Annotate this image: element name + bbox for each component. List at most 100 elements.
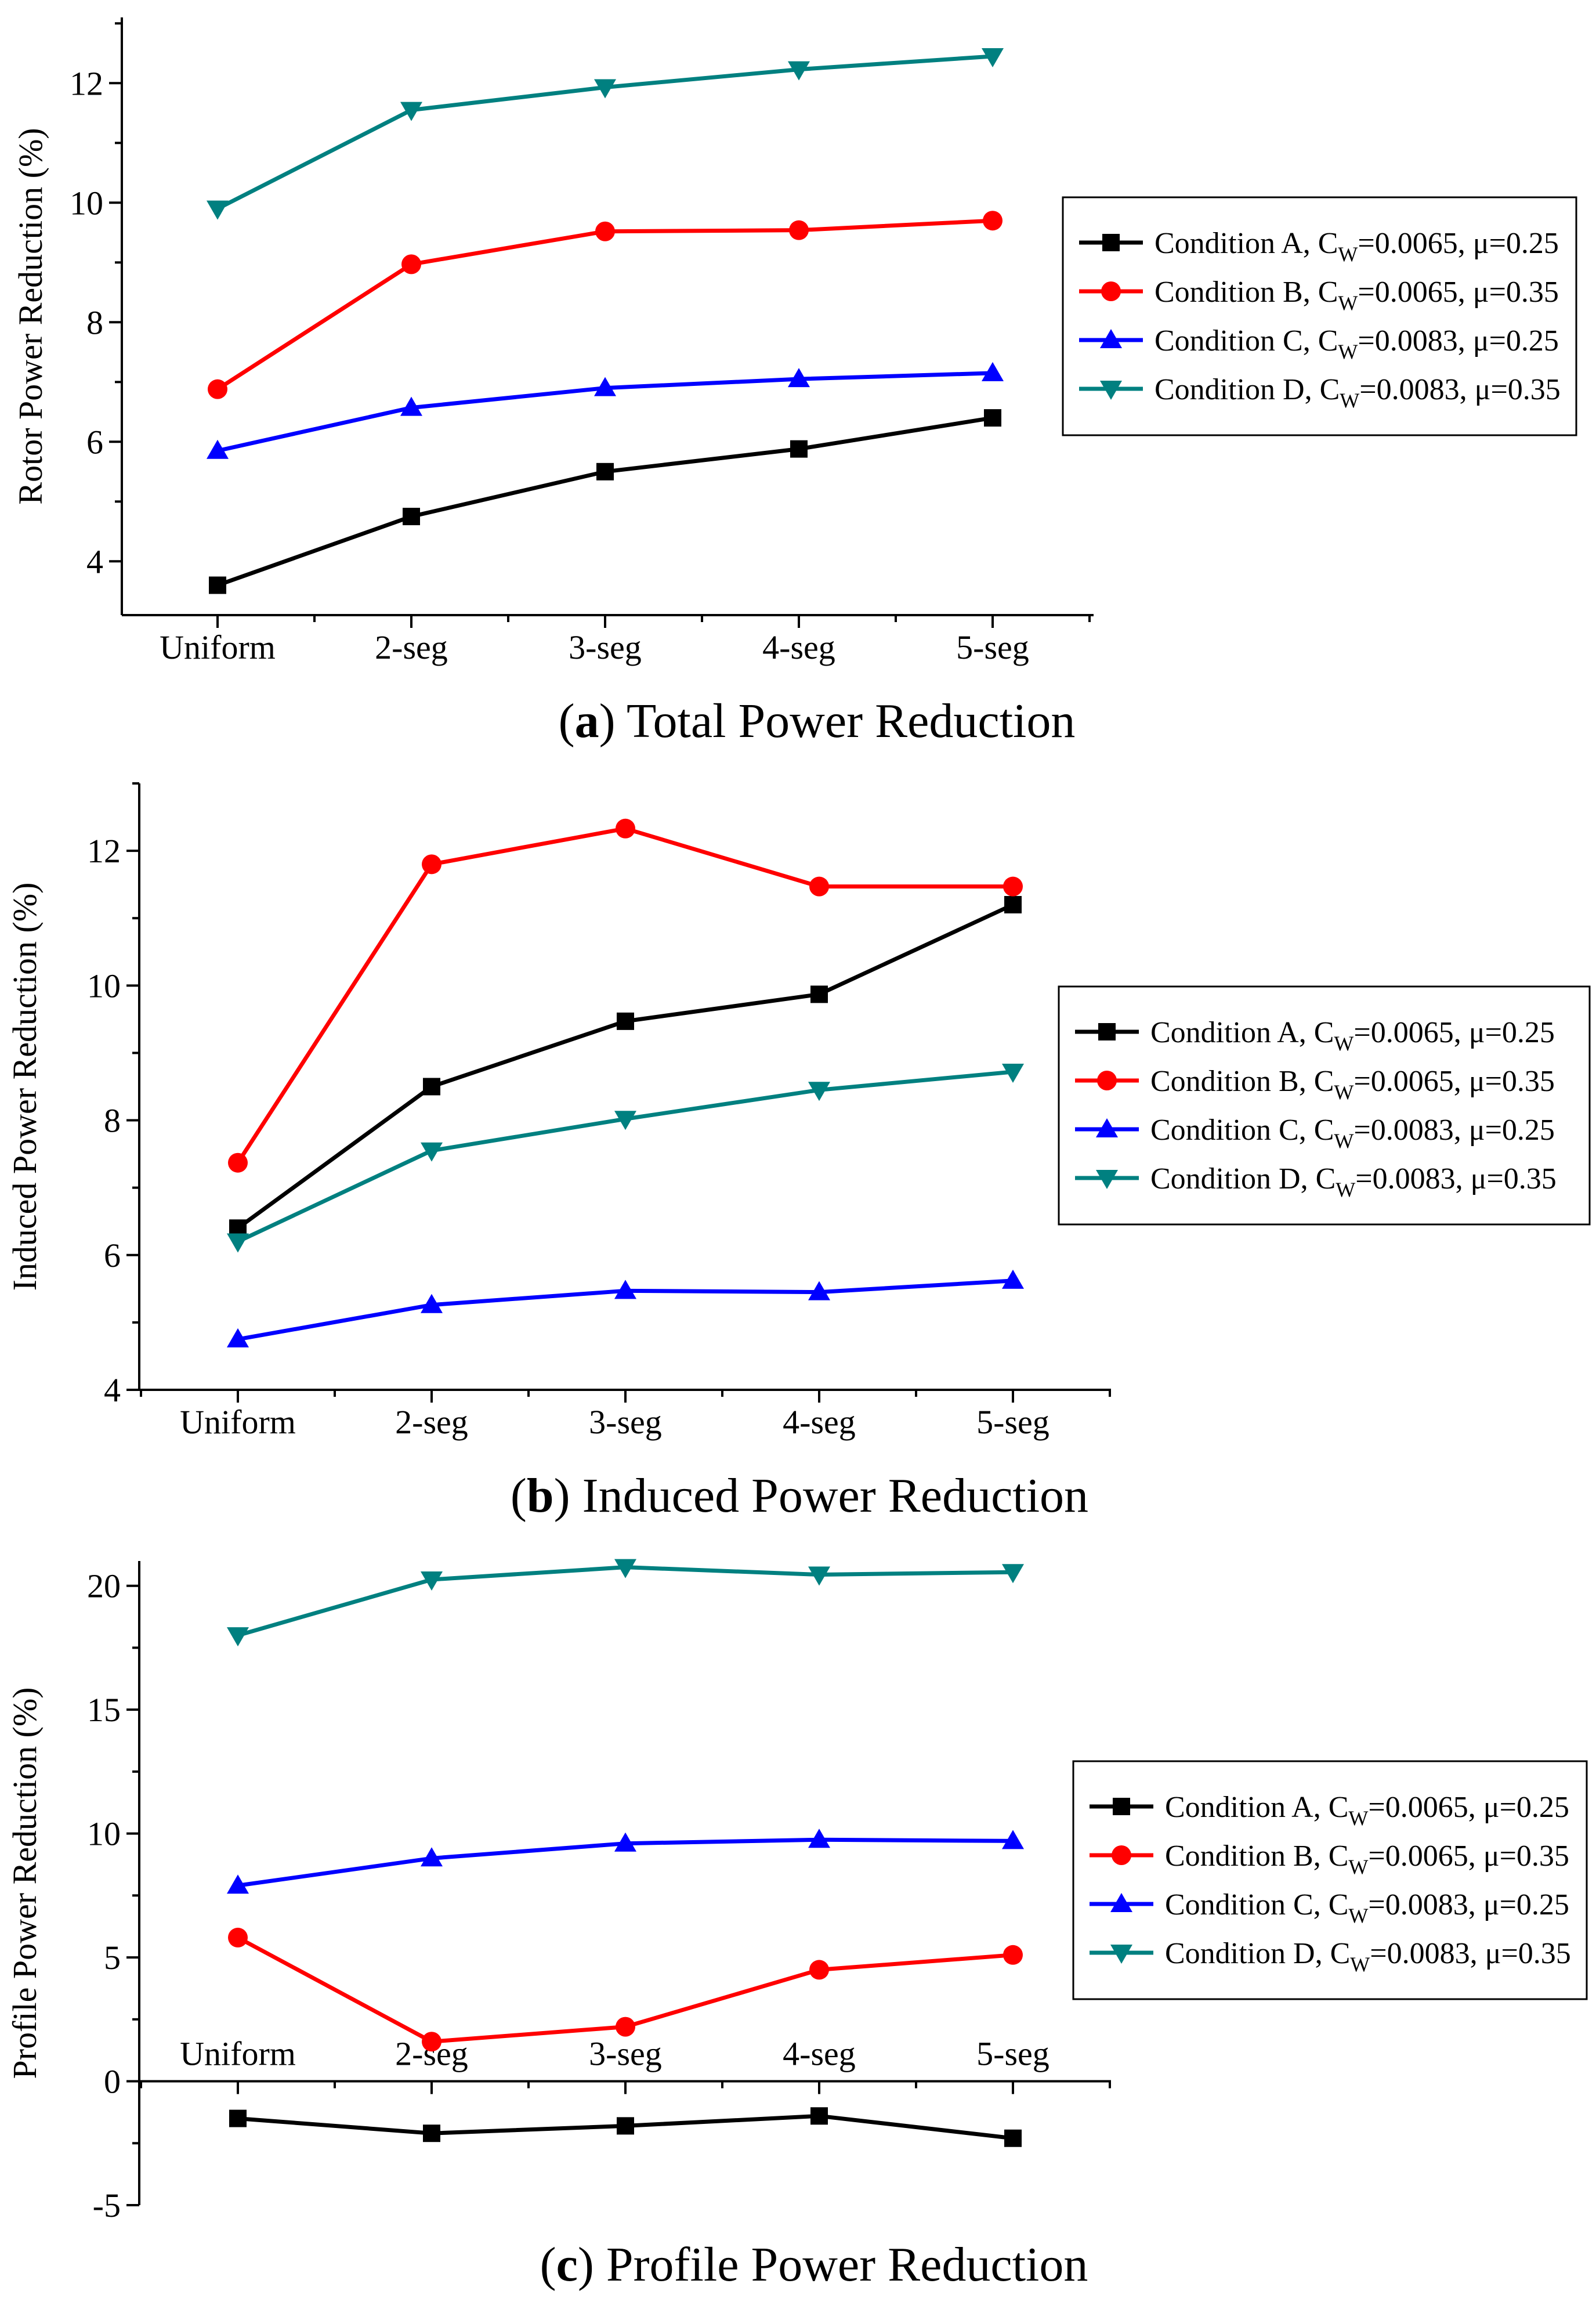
data-point (227, 1627, 249, 1647)
data-point (984, 409, 1001, 427)
y-tick-label: 10 (87, 967, 121, 1005)
y-tick-label: 4 (104, 1371, 121, 1409)
data-point (400, 396, 422, 416)
legend-label-subscript: W (1338, 243, 1358, 266)
legend-label: Condition A, CW=0.0065, μ=0.25 (1155, 227, 1559, 266)
legend-swatch-marker (1096, 1170, 1118, 1189)
caption-text: Profile Power Reduction (594, 2238, 1088, 2292)
caption-open-paren: ( (559, 694, 575, 748)
data-point (209, 576, 226, 594)
legend-label-subscript: W (1334, 1032, 1353, 1055)
y-axis-label: Induced Power Reduction (%) (6, 883, 44, 1291)
data-point (208, 379, 227, 399)
legend-swatch-marker (1100, 381, 1122, 400)
panel-caption: (c) Profile Power Reduction (540, 2238, 1088, 2292)
data-point (229, 2109, 247, 2127)
y-tick-label: 6 (104, 1237, 121, 1274)
data-point (810, 2107, 828, 2125)
data-point (227, 1874, 249, 1894)
data-point (1004, 896, 1022, 913)
legend-label-suffix: =0.0083, μ=0.25 (1358, 324, 1559, 357)
legend-label-prefix: Condition B, C (1155, 276, 1338, 309)
data-point (422, 2032, 441, 2052)
series-a (229, 896, 1022, 1237)
legend-label-prefix: Condition D, C (1155, 373, 1340, 406)
series-line (237, 1069, 1014, 1244)
legend-swatch-marker (1096, 1118, 1118, 1137)
legend-label: Condition B, CW=0.0065, μ=0.35 (1155, 276, 1559, 315)
legend-box (1058, 985, 1591, 1226)
chart-panel-b: 4 6 8 10 12 Uniform 2-seg 3-seg 4-seg 5-seg Induce… (6, 782, 1591, 1523)
legend-swatch-marker (1110, 1893, 1132, 1912)
data-point (227, 1328, 249, 1347)
panel-caption: (b) Induced Power Reduction (511, 1469, 1088, 1523)
x-tick-label: Uniform (160, 628, 276, 666)
caption-letter: a (575, 694, 599, 748)
legend: Condition A, CW=0.0065, μ=0.25Condition … (1062, 196, 1577, 436)
legend-label-suffix: =0.0065, μ=0.25 (1353, 1016, 1555, 1049)
legend-label-prefix: Condition C, C (1150, 1114, 1334, 1147)
legend-label-subscript: W (1340, 389, 1359, 412)
data-point (614, 1559, 636, 1578)
legend-label-prefix: Condition B, C (1150, 1065, 1334, 1098)
chart-panel-a: 4 6 8 10 12 Uniform 2-seg 3-seg 4-seg 5-seg Rotor … (12, 17, 1577, 748)
y-tick-label: -5 (93, 2187, 121, 2224)
series-a (229, 2107, 1022, 2147)
y-tick-label: 15 (87, 1691, 121, 1729)
series-d (227, 1559, 1024, 1647)
data-point (401, 254, 421, 274)
data-point (421, 1847, 443, 1867)
legend-label-prefix: Condition D, C (1165, 1937, 1350, 1970)
data-point (614, 1111, 636, 1130)
caption-close-paren: ) (599, 694, 616, 748)
series-c (207, 362, 1004, 459)
data-point (1004, 2129, 1022, 2147)
legend-label-suffix: =0.0083, μ=0.35 (1370, 1937, 1571, 1970)
series-line (216, 415, 993, 587)
data-point (1003, 876, 1023, 897)
caption-text: Total Power Reduction (616, 694, 1076, 748)
data-point (228, 1927, 248, 1947)
data-point (594, 377, 616, 396)
y-tick-label: 6 (86, 423, 103, 461)
legend-box (1072, 1760, 1588, 2000)
legend-label-subscript: W (1334, 1129, 1353, 1152)
legend-label: Condition A, CW=0.0065, μ=0.25 (1150, 1016, 1555, 1055)
y-tick-label: 8 (104, 1102, 121, 1140)
legend-label-subscript: W (1338, 291, 1358, 315)
legend-swatch-marker (1112, 1845, 1131, 1865)
caption-letter: c (556, 2238, 578, 2292)
data-point (421, 1142, 443, 1162)
y-tick-label: 5 (104, 1939, 121, 1977)
data-point (207, 200, 229, 220)
data-point (422, 854, 441, 875)
y-tick-label: 12 (70, 64, 103, 102)
legend-label: Condition B, CW=0.0065, μ=0.35 (1150, 1065, 1555, 1104)
legend-label-subscript: W (1350, 1953, 1370, 1976)
legend-swatch-marker (1098, 1023, 1116, 1040)
legend-label-suffix: =0.0065, μ=0.25 (1368, 1791, 1569, 1824)
legend-label: Condition D, CW=0.0083, μ=0.35 (1150, 1162, 1557, 1201)
caption-close-paren: ) (554, 1469, 570, 1523)
data-point (596, 463, 614, 480)
legend-swatch-marker (1101, 281, 1121, 301)
data-point (808, 1566, 830, 1586)
legend-label-prefix: Condition C, C (1165, 1888, 1348, 1921)
x-tick-label: 2-seg (395, 1403, 468, 1441)
y-tick-label: 10 (87, 1815, 121, 1853)
y-axis-label: Rotor Power Reduction (%) (12, 128, 49, 504)
legend-label-prefix: Condition A, C (1155, 227, 1338, 260)
y-tick-label: 10 (70, 184, 103, 222)
data-point (617, 1012, 634, 1030)
legend-swatch-marker (1113, 1798, 1130, 1815)
x-tick-label: 4-seg (783, 2035, 856, 2073)
legend-swatch-marker (1110, 1945, 1132, 1964)
x-tick-label: 3-seg (589, 2035, 662, 2073)
legend-label-suffix: =0.0083, μ=0.35 (1355, 1162, 1557, 1195)
x-tick-label: 5-seg (976, 1403, 1049, 1441)
series-d (227, 1063, 1024, 1253)
data-point (808, 1281, 830, 1300)
x-tick-label: 5-seg (976, 2035, 1049, 2073)
